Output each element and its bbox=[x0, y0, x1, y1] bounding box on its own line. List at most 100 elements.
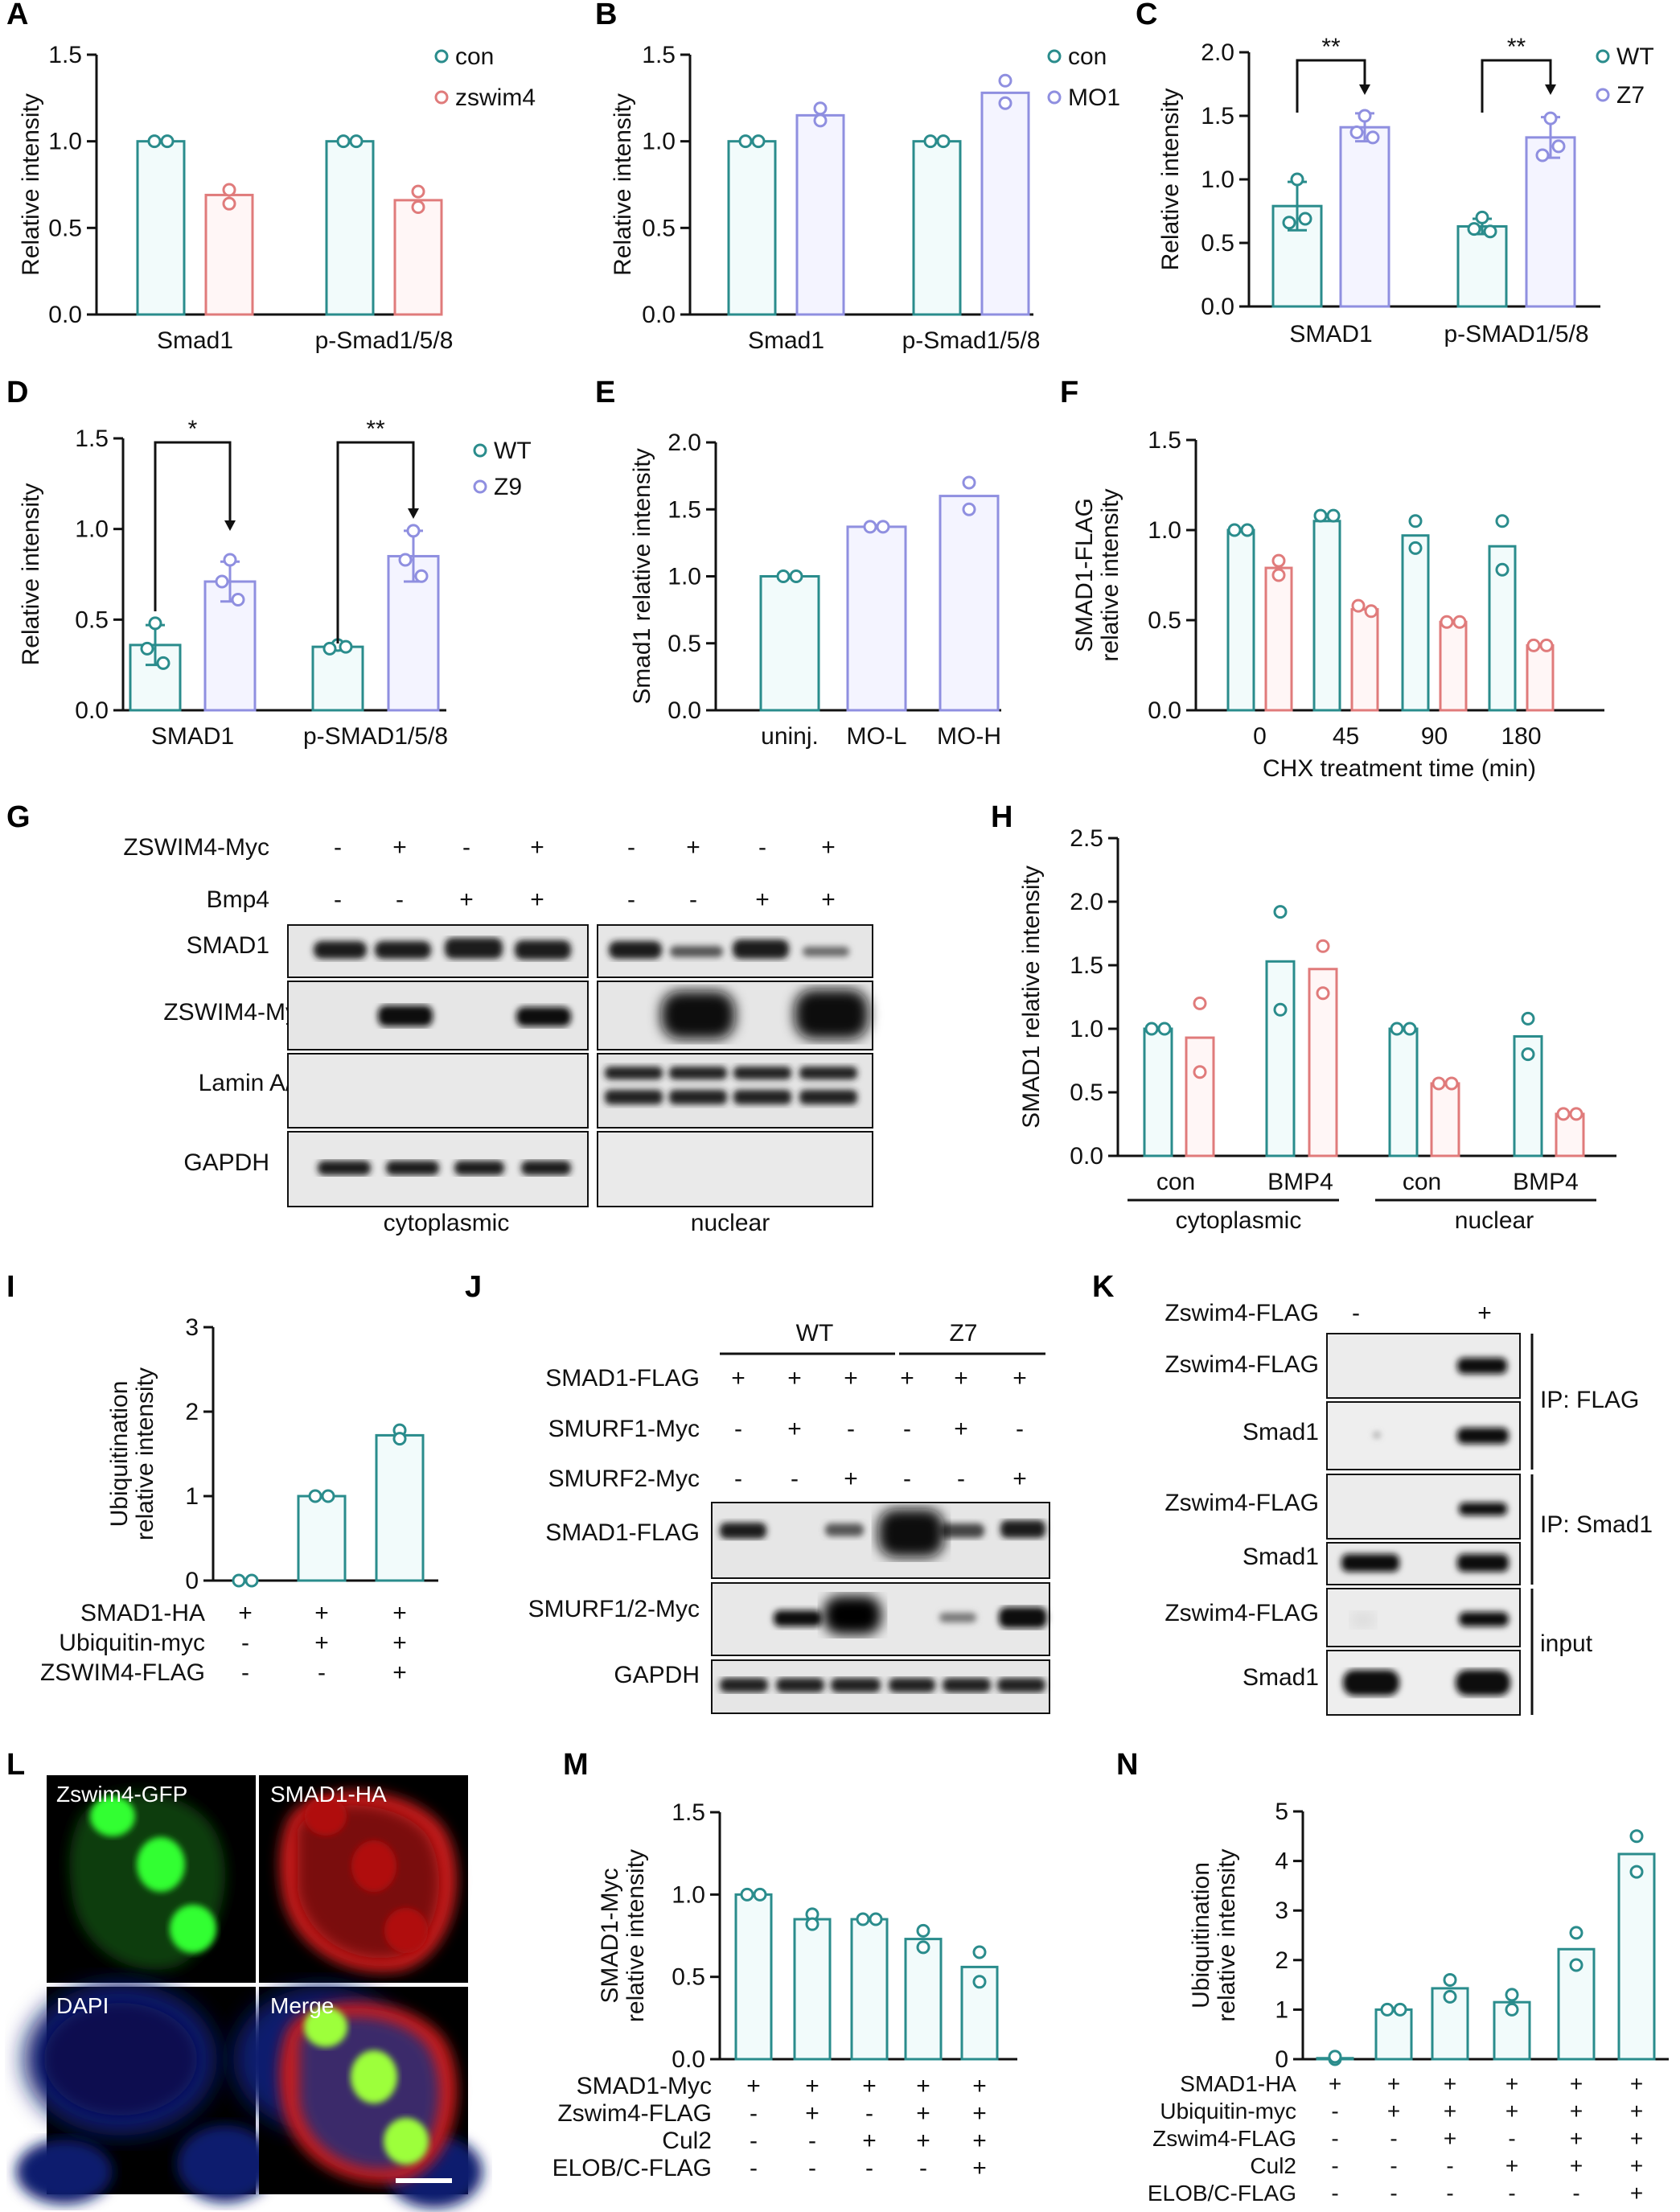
condition-sign: + bbox=[731, 1365, 746, 1392]
condition-label: Zswim4-FLAG bbox=[1164, 1300, 1319, 1326]
legend-marker-mo1 bbox=[1047, 90, 1062, 105]
band-label: GAPDH bbox=[183, 1149, 269, 1176]
legend-marker-zswim4 bbox=[434, 90, 449, 105]
data-point bbox=[856, 1912, 870, 1926]
band-label: SMAD1 bbox=[187, 932, 269, 959]
y-tick-label: 0 bbox=[185, 1568, 199, 1594]
y-tick-label: 1.0 bbox=[667, 564, 701, 590]
chart-d: 0.0 0.5 1.0 1.5 Relative intensity SMAD1 p-SMA… bbox=[18, 416, 448, 750]
ip-label: input bbox=[1540, 1630, 1593, 1657]
condition-sign: + bbox=[862, 2128, 877, 2154]
group-label: nuclear bbox=[1455, 1207, 1534, 1234]
bar bbox=[904, 1938, 943, 2061]
panel-label-n: N bbox=[1116, 1748, 1138, 1782]
y-tick-label: 1 bbox=[185, 1483, 199, 1510]
data-point bbox=[1483, 224, 1497, 239]
data-point bbox=[1271, 553, 1286, 568]
data-point bbox=[738, 134, 753, 149]
condition-sign: + bbox=[314, 1630, 329, 1656]
y-tick-label: 1.5 bbox=[75, 426, 109, 452]
condition-sign: + bbox=[1505, 2099, 1518, 2124]
data-point bbox=[1282, 216, 1296, 230]
data-point bbox=[1193, 1065, 1207, 1079]
data-point bbox=[1495, 514, 1510, 528]
conditions-i: SMAD1-HA + + + Ubiquitin-myc - + + ZSWIM4-FLAG - -… bbox=[40, 1600, 407, 1686]
y-axis-label: SMAD1-Myc bbox=[597, 1868, 623, 2003]
data-point bbox=[349, 134, 364, 149]
condition-sign: - bbox=[1508, 2126, 1515, 2151]
condition-sign: + bbox=[1505, 2153, 1518, 2178]
condition-sign: + bbox=[1477, 1300, 1492, 1326]
condition-sign: + bbox=[787, 1416, 802, 1442]
data-point bbox=[1193, 996, 1207, 1010]
y-tick-label: 4 bbox=[1275, 1848, 1288, 1875]
condition-sign: + bbox=[805, 2100, 819, 2127]
condition-sign: - bbox=[750, 2155, 758, 2181]
data-point bbox=[1431, 1076, 1446, 1091]
chart-h: 0.0 0.5 1.0 1.5 2.0 2.5 SMAD1 relative intensi… bbox=[1018, 825, 1616, 1234]
data-point bbox=[1157, 1022, 1172, 1036]
data-point bbox=[339, 639, 353, 654]
data-point bbox=[805, 1917, 819, 1931]
y-tick-label: 1.5 bbox=[48, 42, 82, 68]
band-label: Smad1 bbox=[1243, 1419, 1319, 1445]
data-point bbox=[1521, 1011, 1535, 1026]
x-tick-label: Smad1 bbox=[748, 327, 824, 354]
data-point bbox=[998, 73, 1013, 88]
significance-bracket bbox=[154, 441, 232, 611]
x-tick-label: SMAD1 bbox=[151, 723, 234, 750]
condition-sign: + bbox=[1444, 2099, 1456, 2124]
y-tick-label: 1.5 bbox=[1148, 427, 1181, 454]
condition-sign: - bbox=[1016, 1416, 1024, 1442]
y-axis-label: Relative intensity bbox=[610, 93, 636, 276]
bar bbox=[1374, 2008, 1413, 2061]
condition-sign: + bbox=[972, 2128, 987, 2154]
data-point bbox=[1144, 1022, 1159, 1036]
legend-marker-con bbox=[1047, 49, 1062, 64]
band-label: Zswim4-FLAG bbox=[1164, 1351, 1319, 1378]
bar bbox=[136, 140, 186, 316]
bar bbox=[375, 1433, 425, 1582]
data-point bbox=[1505, 1988, 1519, 2002]
significance-marker: ** bbox=[1321, 34, 1341, 60]
data-point bbox=[411, 199, 425, 214]
condition-sign: - bbox=[627, 886, 635, 913]
panel-label-f: F bbox=[1060, 376, 1078, 409]
data-point bbox=[998, 96, 1013, 110]
data-point bbox=[1273, 1002, 1288, 1017]
panel-label-d: D bbox=[6, 376, 28, 409]
bar bbox=[297, 1495, 347, 1582]
bar bbox=[1226, 528, 1255, 712]
legend-label-z9: Z9 bbox=[494, 474, 522, 500]
data-point bbox=[1539, 638, 1554, 652]
data-point bbox=[398, 553, 413, 567]
bar bbox=[1308, 968, 1338, 1157]
legend-marker-con bbox=[434, 49, 449, 64]
y-tick-label: 2 bbox=[185, 1399, 199, 1425]
y-tick-label: 1.0 bbox=[1070, 1016, 1103, 1042]
legend-a: con zswim4 bbox=[434, 43, 536, 111]
bar bbox=[1525, 136, 1576, 308]
y-tick-label: 0.5 bbox=[48, 215, 82, 241]
condition-label: SMAD1-Myc bbox=[577, 2073, 712, 2099]
data-point bbox=[1440, 615, 1454, 629]
condition-sign: + bbox=[821, 834, 836, 861]
condition-sign: + bbox=[972, 2155, 987, 2181]
data-point bbox=[156, 656, 170, 670]
channel-label: Zswim4-GFP bbox=[56, 1782, 187, 1807]
data-point bbox=[222, 183, 236, 197]
bar bbox=[1526, 643, 1555, 712]
condition-sign: + bbox=[972, 2073, 987, 2099]
bar bbox=[1143, 1027, 1173, 1157]
group-label: cytoplasmic bbox=[1176, 1207, 1302, 1234]
bar bbox=[846, 525, 907, 712]
data-point bbox=[1408, 541, 1423, 555]
data-point bbox=[1393, 2002, 1407, 2017]
y-tick-label: 1.5 bbox=[1070, 952, 1103, 979]
panel-label-m: M bbox=[563, 1748, 589, 1782]
panel-label-l: L bbox=[6, 1748, 25, 1782]
bar bbox=[793, 1918, 832, 2061]
band-label: Smad1 bbox=[1243, 1544, 1319, 1570]
condition-sign: + bbox=[1570, 2071, 1583, 2096]
